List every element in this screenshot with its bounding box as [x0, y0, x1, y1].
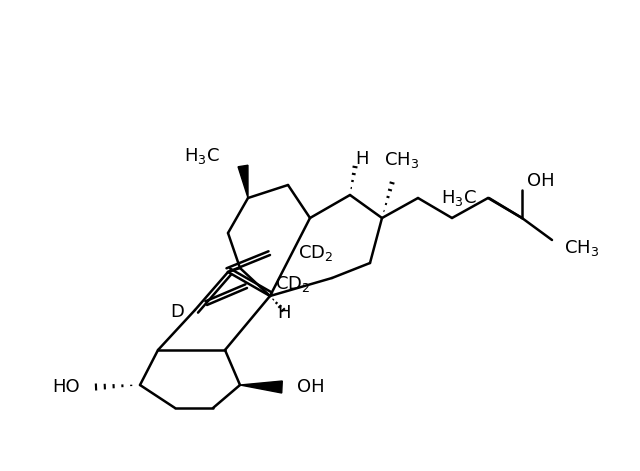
Text: CH$_3$: CH$_3$	[564, 238, 599, 258]
Text: D: D	[170, 303, 184, 321]
Polygon shape	[238, 165, 248, 198]
Text: CD$_2$: CD$_2$	[298, 243, 333, 263]
Text: H: H	[355, 150, 369, 168]
Text: OH: OH	[297, 378, 324, 396]
Text: OH: OH	[527, 172, 555, 190]
Text: HO: HO	[52, 378, 80, 396]
Text: CD$_2$: CD$_2$	[275, 274, 310, 294]
Text: H: H	[277, 304, 291, 322]
Text: H$_3$C: H$_3$C	[441, 188, 477, 208]
Text: H$_3$C: H$_3$C	[184, 146, 220, 166]
Text: CH$_3$: CH$_3$	[385, 150, 420, 170]
Polygon shape	[240, 381, 282, 393]
